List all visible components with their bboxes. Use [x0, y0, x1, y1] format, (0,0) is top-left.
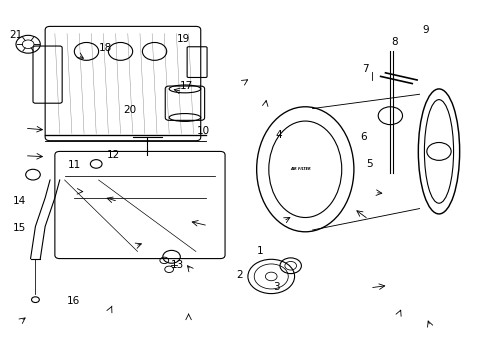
- Text: 13: 13: [170, 260, 183, 270]
- Text: 3: 3: [272, 282, 279, 292]
- Text: 7: 7: [361, 64, 367, 73]
- Text: AIR FILTER: AIR FILTER: [289, 167, 310, 171]
- Text: 18: 18: [99, 43, 112, 53]
- Text: 5: 5: [366, 159, 372, 169]
- Text: 11: 11: [67, 160, 81, 170]
- Text: 2: 2: [236, 270, 243, 280]
- Text: 19: 19: [177, 34, 190, 44]
- Text: 8: 8: [390, 37, 397, 48]
- Text: 20: 20: [123, 105, 137, 115]
- Text: 10: 10: [196, 126, 209, 136]
- Text: 9: 9: [421, 25, 428, 35]
- Text: 15: 15: [13, 223, 26, 233]
- Text: 21: 21: [9, 30, 22, 40]
- Text: 17: 17: [179, 81, 192, 91]
- Text: 6: 6: [360, 132, 366, 142]
- Text: 4: 4: [275, 130, 281, 140]
- Text: 14: 14: [13, 196, 26, 206]
- Text: 1: 1: [257, 247, 264, 256]
- Text: 12: 12: [106, 150, 120, 160]
- Text: 16: 16: [66, 296, 80, 306]
